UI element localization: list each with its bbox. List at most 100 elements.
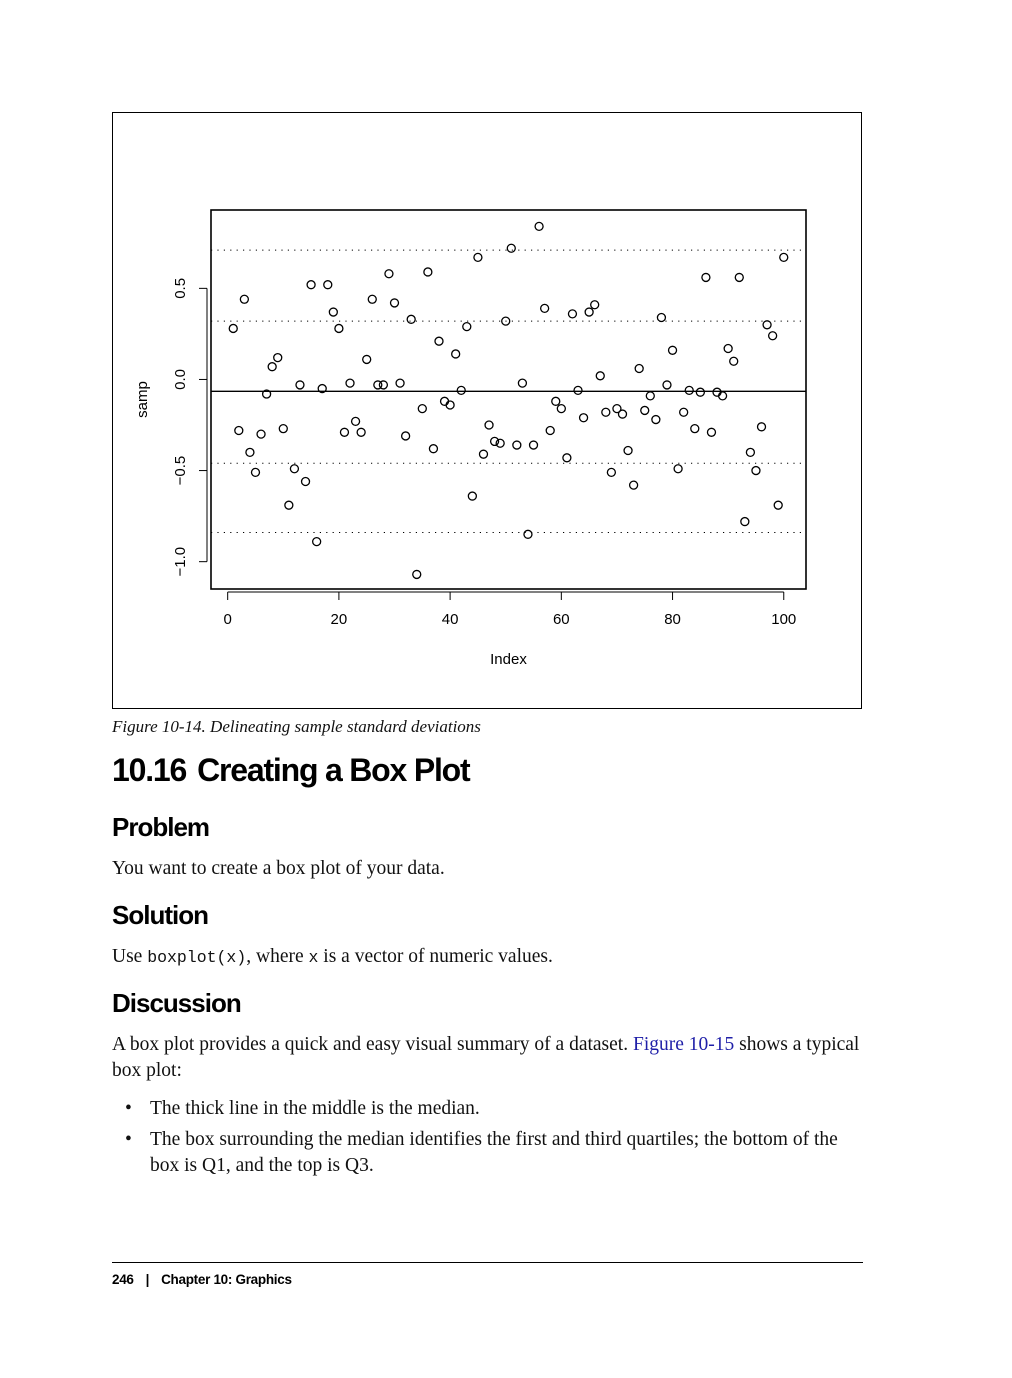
data-point (234, 425, 244, 436)
data-point (690, 424, 700, 434)
data-point (584, 307, 594, 317)
data-point (384, 269, 394, 279)
data-point (628, 480, 639, 490)
data-point (539, 303, 550, 314)
data-point (779, 252, 789, 263)
data-point (451, 349, 461, 359)
data-point (545, 425, 555, 436)
data-point (345, 378, 355, 388)
data-point (417, 403, 427, 414)
data-point (684, 385, 694, 396)
data-point (751, 465, 761, 476)
y-tick-label: 0.0 (172, 369, 189, 390)
data-point (756, 422, 767, 432)
data-point (339, 427, 350, 437)
y-axis-label: samp (134, 381, 151, 418)
figure-link[interactable]: Figure 10-15 (632, 1034, 735, 1055)
data-point (267, 362, 277, 372)
data-point (423, 267, 433, 277)
plot-box (210, 209, 807, 590)
list-item: • The box surrounding the median identifi… (112, 1127, 864, 1179)
data-point (273, 352, 283, 363)
data-point (645, 391, 655, 401)
data-point (640, 405, 650, 416)
data-point (356, 427, 366, 437)
figure-frame: 0 20 40 60 80 100 −1.0 −0.5 0.0 0.5 Index samp (112, 112, 862, 709)
data-point (745, 447, 756, 457)
solution-code-x: x (308, 948, 319, 967)
data-point (667, 345, 678, 355)
data-point (445, 400, 455, 410)
data-point (389, 298, 400, 308)
data-point (239, 294, 250, 304)
data-point (551, 396, 561, 406)
data-point (478, 449, 489, 459)
x-tick-label: 100 (771, 611, 796, 628)
x-axis-label: Index (490, 651, 527, 668)
problem-text: You want to create a box plot of your da… (112, 858, 445, 879)
data-point (767, 331, 778, 341)
data-point (434, 336, 444, 346)
x-tick-label: 60 (553, 611, 570, 628)
data-point (362, 354, 372, 365)
x-tick-label: 40 (442, 611, 459, 628)
discussion-text-after: shows a typical box plot: (112, 1034, 860, 1081)
bullet-icon: • (125, 1098, 132, 1119)
bullet-text-median: The thick line in the middle is the medi… (150, 1098, 480, 1119)
section-title-text: Creating a Box Plot (197, 752, 471, 788)
data-point (623, 445, 633, 456)
section-number: 10.16 (112, 752, 187, 788)
data-point (378, 380, 389, 390)
bullet-list: • The thick line in the middle is the med… (112, 1096, 864, 1184)
section-title: 10.16 Creating a Box Plot (112, 752, 471, 789)
data-point (523, 529, 533, 539)
data-point (578, 413, 589, 423)
discussion-text: A box plot provides a quick and easy vis… (112, 1032, 864, 1084)
solution-text: Use boxplot(x), where x is a vector of n… (112, 944, 864, 971)
solution-heading: Solution (112, 900, 209, 930)
data-point (612, 403, 622, 414)
discussion-text-before: A box plot provides a quick and easy vis… (112, 1034, 633, 1055)
figure-caption: Figure 10-14. Delineating sample standar… (112, 717, 481, 736)
data-point (517, 378, 528, 388)
data-point (261, 389, 272, 399)
bullet-icon: • (125, 1129, 132, 1150)
data-point (367, 294, 377, 304)
data-point (528, 440, 539, 450)
x-tick-label: 20 (331, 611, 348, 628)
x-tick-label: 0 (224, 611, 232, 628)
list-item: • The thick line in the middle is the med… (112, 1096, 864, 1122)
data-point (506, 243, 516, 253)
bullet-text-quartiles: The box surrounding the median identifie… (150, 1129, 838, 1176)
data-point (534, 221, 544, 232)
data-point (317, 383, 327, 394)
y-tick-label: 0.5 (172, 278, 189, 299)
data-point (656, 312, 667, 323)
data-point (734, 272, 744, 283)
data-point (284, 500, 294, 510)
data-point (256, 429, 266, 439)
data-point (406, 314, 416, 324)
data-point (634, 363, 644, 374)
data-point (606, 467, 617, 478)
data-point (484, 420, 494, 430)
data-point (412, 569, 422, 580)
data-point (567, 309, 578, 319)
data-point (289, 464, 300, 474)
data-point (590, 300, 600, 310)
data-point (467, 491, 478, 501)
solution-code-boxplot: boxplot(x) (147, 948, 247, 967)
scatter-chart: 0 20 40 60 80 100 −1.0 −0.5 0.0 0.5 Index samp (134, 209, 807, 668)
solution-text-before: Use (112, 946, 148, 967)
data-point (651, 414, 661, 425)
data-point (501, 316, 511, 326)
data-point (706, 427, 717, 437)
page-number: 246 (112, 1272, 134, 1287)
y-tick-label: −1.0 (172, 547, 189, 577)
data-point (562, 453, 572, 463)
data-point (556, 403, 566, 414)
data-point (395, 378, 405, 388)
data-point (250, 467, 261, 478)
data-point (695, 387, 705, 397)
data-point (723, 343, 733, 354)
